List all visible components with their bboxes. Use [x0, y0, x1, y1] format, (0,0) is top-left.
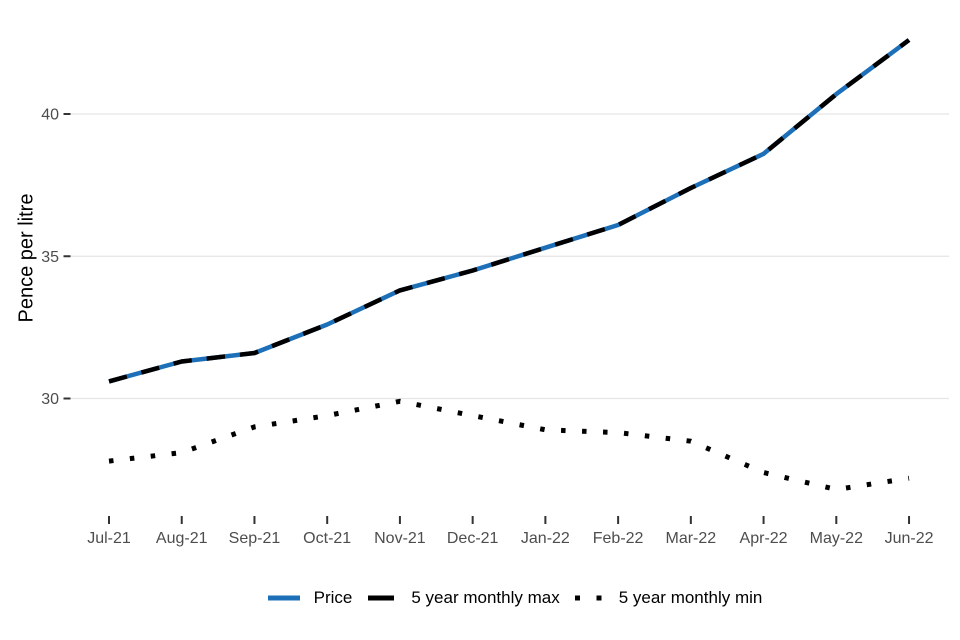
x-tick-label-Feb-22: Feb-22 [593, 530, 644, 547]
x-tick-label-Jun-22: Jun-22 [885, 530, 934, 547]
y-tick-label-35: 35 [41, 249, 59, 266]
x-tick-label-Aug-21: Aug-21 [156, 530, 208, 547]
legend-item-price: Price [267, 588, 353, 608]
price-line [108, 38, 911, 384]
legend-label-min: 5 year monthly min [618, 588, 763, 607]
min-dotted-line-key-icon [574, 595, 603, 601]
min-line [108, 398, 910, 492]
y-axis-title: Pence per litre [15, 193, 38, 323]
x-tick-label-May-22: May-22 [810, 530, 863, 547]
legend: Price 5 year monthly max 5 year monthly … [70, 588, 960, 608]
x-tick-label-Jul-21: Jul-21 [87, 530, 131, 547]
x-tick-label-Apr-22: Apr-22 [740, 530, 788, 547]
legend-item-min: 5 year monthly min [573, 588, 763, 608]
x-tick-label-Nov-21: Nov-21 [374, 530, 426, 547]
price-solid-line-key-icon [267, 595, 300, 601]
x-tick-label-Oct-21: Oct-21 [303, 530, 351, 547]
line-chart-plot: 30 35 40 Jul-21 Aug-21 Sep-21 Oct-21 Nov-21 Dec-… [41, 38, 949, 547]
x-tick-label-Jan-22: Jan-22 [521, 530, 570, 547]
y-tick-label-40: 40 [41, 107, 59, 124]
y-tick-label-30: 30 [41, 391, 59, 408]
legend-label-max: 5 year monthly max [411, 588, 560, 607]
x-tick-label-Dec-21: Dec-21 [447, 530, 499, 547]
max-dashed-line-key-icon [368, 595, 395, 601]
x-tick-label-Mar-22: Mar-22 [665, 530, 716, 547]
max-line [108, 38, 911, 384]
x-tick-label-Sep-21: Sep-21 [229, 530, 281, 547]
legend-item-max: 5 year monthly max [365, 588, 560, 608]
legend-label-price: Price [313, 588, 353, 607]
